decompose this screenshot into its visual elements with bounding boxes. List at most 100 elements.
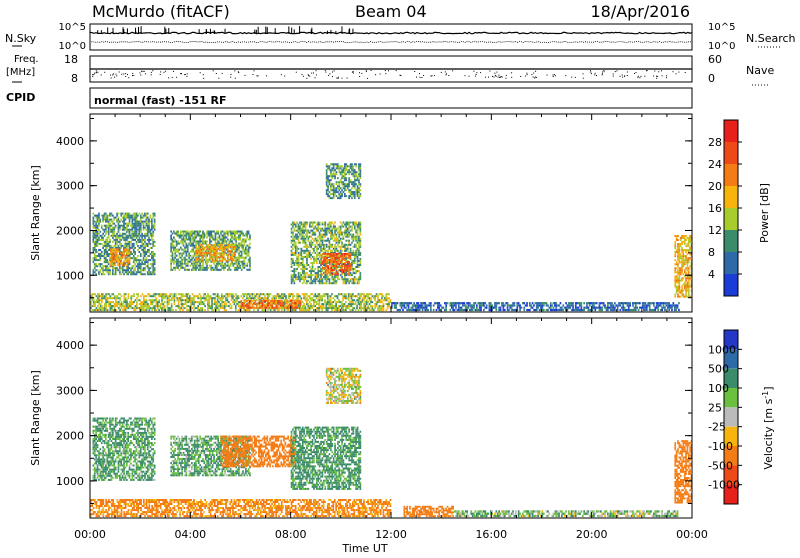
heatmap-cell — [116, 267, 118, 269]
heatmap-cell — [197, 263, 199, 265]
heatmap-cell — [331, 232, 333, 234]
heatmap-cell — [385, 295, 387, 297]
heatmap-cell — [147, 213, 149, 215]
heatmap-cell — [112, 271, 114, 273]
heatmap-cell — [195, 250, 197, 252]
heatmap-cell — [252, 304, 254, 306]
heatmap-cell — [200, 295, 202, 297]
heatmap-cell — [345, 293, 347, 295]
heatmap-cell — [188, 257, 190, 259]
heatmap-cell — [333, 236, 335, 238]
heatmap-cell — [275, 297, 277, 299]
heatmap-cell — [226, 237, 228, 239]
heatmap-cell — [127, 262, 129, 264]
heatmap-cell — [358, 236, 360, 238]
heatmap-cell — [334, 193, 336, 195]
heatmap-cell — [154, 221, 156, 223]
heatmap-cell — [144, 239, 146, 241]
heatmap-cell — [223, 246, 225, 248]
nave-trace-dot — [133, 75, 134, 76]
heatmap-cell — [191, 235, 193, 237]
heatmap-cell — [345, 167, 347, 169]
heatmap-cell — [154, 223, 156, 225]
heatmap-cell — [348, 273, 350, 275]
heatmap-cell — [313, 262, 315, 264]
heatmap-cell — [129, 256, 131, 258]
heatmap-cell — [327, 309, 329, 311]
heatmap-cell — [360, 189, 362, 191]
heatmap-cell — [120, 239, 122, 241]
heatmap-cell — [98, 297, 100, 299]
heatmap-cell — [327, 193, 329, 195]
heatmap-cell — [351, 228, 353, 230]
heatmap-cell — [151, 219, 153, 221]
nave-trace-dot — [502, 77, 503, 78]
heatmap-cell — [126, 254, 128, 256]
nave-trace-dot — [332, 72, 333, 73]
heatmap-cell — [350, 272, 352, 274]
heatmap-cell — [333, 165, 335, 167]
heatmap-cell — [365, 297, 367, 299]
heatmap-cell — [347, 187, 349, 189]
heatmap-cell — [360, 278, 362, 280]
heatmap-cell — [317, 276, 319, 278]
heatmap-cell — [104, 255, 106, 257]
nave-trace-dot — [595, 73, 596, 74]
heatmap-cell — [229, 260, 231, 262]
heatmap-cell — [288, 297, 290, 299]
heatmap-cell — [187, 263, 189, 265]
heatmap-cell — [126, 260, 128, 262]
heatmap-cell — [337, 297, 339, 299]
heatmap-cell — [118, 307, 120, 309]
heatmap-cell — [360, 244, 362, 246]
heatmap-cell — [113, 252, 115, 254]
heatmap-cell — [102, 233, 104, 235]
heatmap-cell — [333, 183, 335, 185]
heatmap-cell — [133, 261, 135, 263]
nave-trace-dot — [469, 76, 470, 77]
heatmap-cell — [93, 269, 95, 271]
nave-trace-dot — [501, 76, 502, 77]
heatmap-cell — [354, 177, 356, 179]
heatmap-cell — [359, 297, 361, 299]
heatmap-cell — [219, 252, 221, 254]
heatmap-cell — [354, 260, 356, 262]
heatmap-cell — [225, 309, 227, 311]
heatmap-cell — [381, 301, 383, 303]
heatmap-cell — [319, 242, 321, 244]
heatmap-cell — [140, 253, 142, 255]
nave-trace-dot — [266, 75, 267, 76]
heatmap-cell — [267, 304, 269, 306]
nave-trace-dot — [494, 77, 495, 78]
heatmap-cell — [249, 300, 251, 302]
heatmap-cell — [322, 228, 324, 230]
heatmap-cell — [200, 260, 202, 262]
nave-trace-dot — [658, 71, 659, 72]
heatmap-cell — [140, 229, 142, 231]
heatmap-cell — [331, 177, 333, 179]
heatmap-cell — [336, 234, 338, 236]
heatmap-cell — [306, 244, 308, 246]
heatmap-cell — [291, 228, 293, 230]
heatmap-cell — [130, 297, 132, 299]
heatmap-cell — [227, 235, 229, 237]
cpid-text: normal (fast) -151 RF — [94, 94, 227, 107]
heatmap-cell — [305, 238, 307, 240]
heatmap-cell — [345, 224, 347, 226]
heatmap-cell — [122, 271, 124, 273]
heatmap-cell — [101, 263, 103, 265]
heatmap-cell — [347, 263, 349, 265]
heatmap-cell — [306, 301, 308, 303]
heatmap-cell — [281, 300, 283, 302]
heatmap-cell — [184, 267, 186, 269]
heatmap-cell — [227, 239, 229, 241]
heatmap-cell — [152, 243, 154, 245]
heatmap-cell — [129, 258, 131, 260]
heatmap-cell — [150, 231, 152, 233]
heatmap-cell — [337, 253, 339, 255]
heatmap-cell — [135, 309, 137, 311]
heatmap-cell — [248, 245, 250, 247]
nave-trace-dot — [306, 78, 307, 79]
heatmap-cell — [224, 248, 226, 250]
heatmap-cell — [358, 197, 360, 199]
